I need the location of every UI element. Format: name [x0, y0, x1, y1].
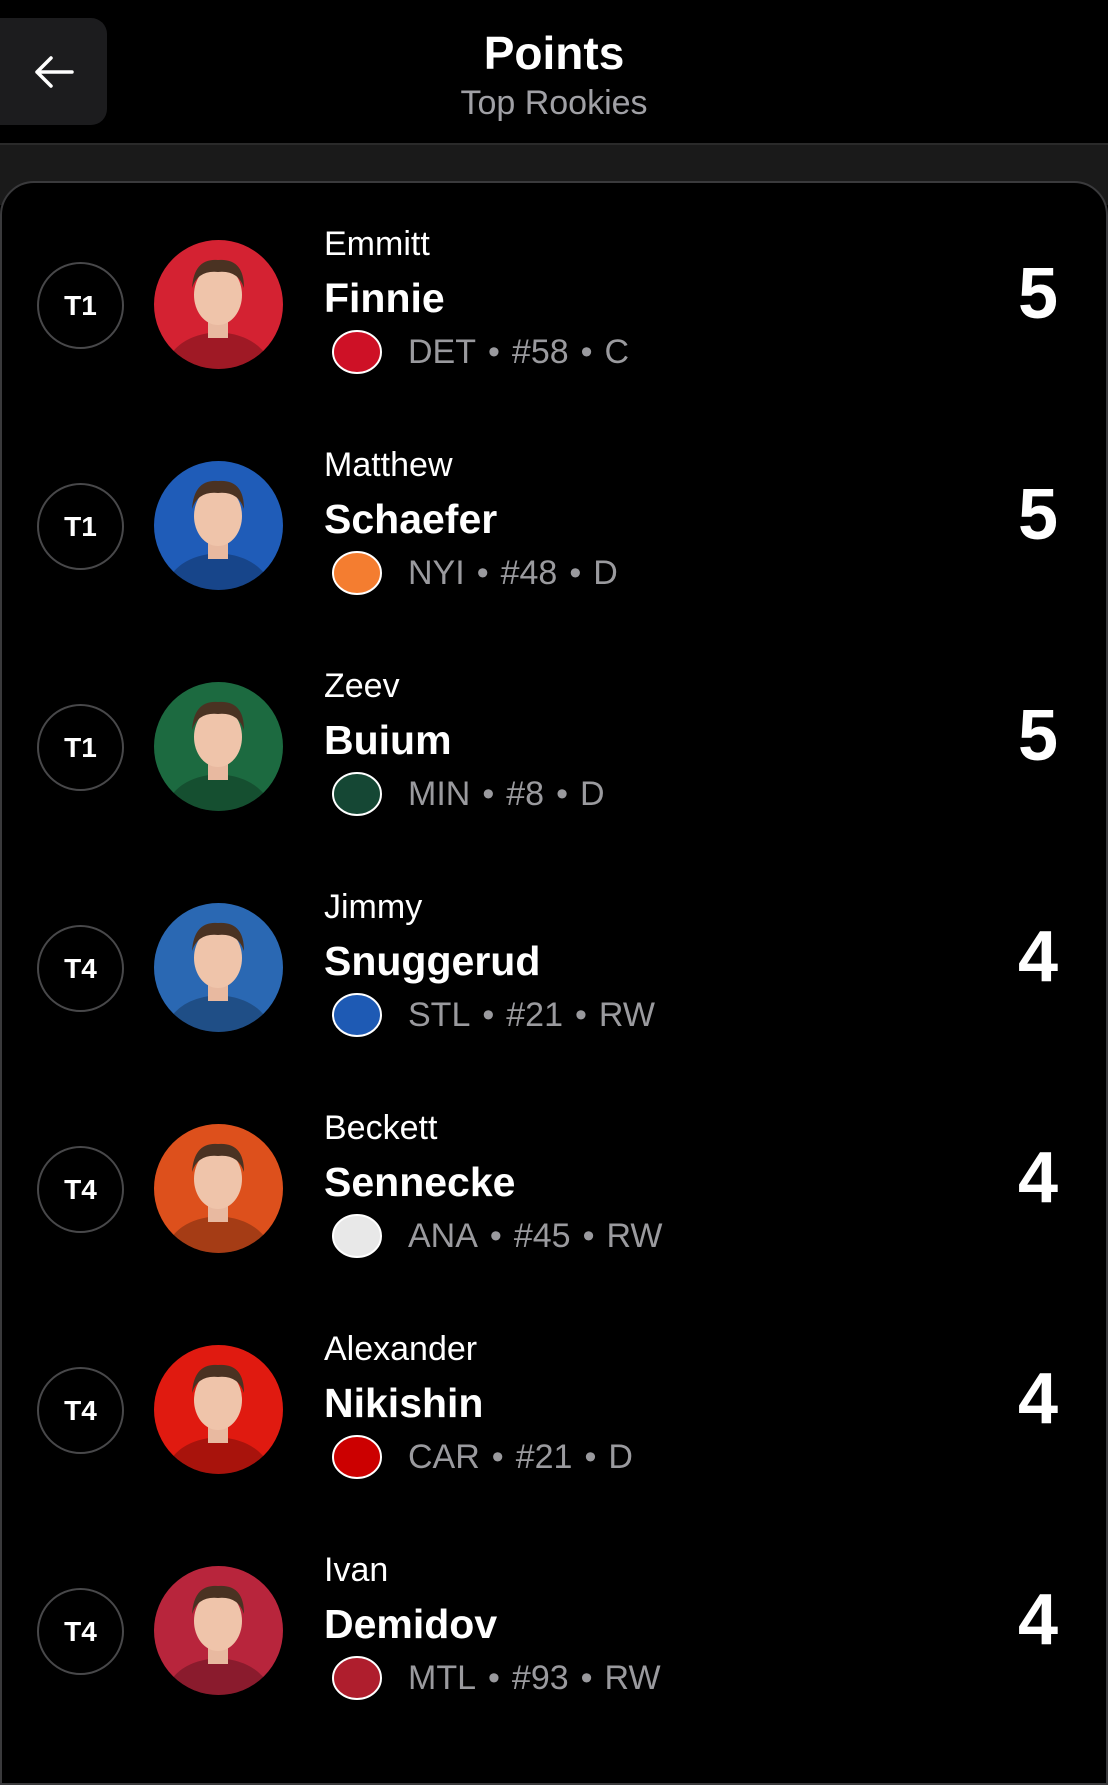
- player-last-name: Snuggerud: [324, 938, 541, 984]
- separator: •: [575, 995, 587, 1034]
- team-abbr: CAR: [408, 1437, 480, 1476]
- points-value: 4: [1017, 1580, 1058, 1660]
- player-last-name: Schaefer: [324, 496, 498, 542]
- rank-badge: T1: [37, 262, 124, 349]
- player-position: C: [604, 332, 630, 371]
- player-meta: CAR • #21 • D: [324, 1432, 633, 1482]
- player-position: D: [593, 553, 618, 592]
- team-abbr: NYI: [408, 553, 465, 592]
- team-abbr: STL: [408, 995, 471, 1034]
- team-abbr: MIN: [408, 774, 471, 813]
- points-value: 4: [1017, 1359, 1058, 1439]
- team-logo-icon: [324, 990, 390, 1040]
- separator: •: [580, 1658, 593, 1697]
- separator: •: [482, 995, 495, 1034]
- jersey-number: #8: [506, 774, 545, 813]
- jersey-number: #21: [515, 1437, 573, 1476]
- back-button[interactable]: [0, 18, 107, 125]
- jersey-number: #21: [506, 995, 563, 1034]
- player-last-name: Nikishin: [324, 1380, 484, 1426]
- separator: •: [584, 1437, 597, 1476]
- avatar: [154, 240, 283, 369]
- points-value: 5: [1017, 475, 1058, 555]
- player-position: D: [608, 1437, 633, 1476]
- player-meta: ANA • #45 • RW: [324, 1211, 663, 1261]
- header: Points Top Rookies: [0, 0, 1108, 145]
- rank-badge: T4: [37, 1588, 124, 1675]
- team-logo-icon: [324, 548, 390, 598]
- points-value: 4: [1017, 917, 1058, 997]
- team-logo-icon: [324, 327, 390, 377]
- avatar: [154, 1566, 283, 1695]
- avatar: [154, 903, 283, 1032]
- player-first-name: Jimmy: [324, 888, 423, 926]
- player-row[interactable]: T1 Matthew Schaefer NYI • #48 • D 5: [0, 416, 1108, 637]
- separator: •: [482, 774, 495, 813]
- points-value: 5: [1017, 696, 1058, 776]
- player-meta: MTL • #93 • RW: [324, 1653, 661, 1703]
- player-last-name: Buium: [324, 717, 452, 763]
- player-meta: MIN • #8 • D: [324, 769, 605, 819]
- separator: •: [488, 332, 500, 371]
- player-row[interactable]: T4 Jimmy Snuggerud STL • #21 • RW 4: [0, 858, 1108, 1079]
- page-title: Points: [483, 27, 625, 79]
- team-abbr: DET: [408, 332, 476, 371]
- player-position: D: [579, 774, 605, 813]
- separator: •: [569, 553, 582, 592]
- avatar: [154, 1124, 283, 1253]
- separator: •: [476, 553, 489, 592]
- arrow-left-icon: [34, 55, 74, 88]
- avatar: [154, 682, 283, 811]
- separator: •: [491, 1437, 504, 1476]
- player-last-name: Finnie: [324, 275, 445, 321]
- player-last-name: Sennecke: [324, 1159, 516, 1205]
- player-last-name: Demidov: [324, 1601, 498, 1647]
- rank-badge: T4: [37, 925, 124, 1012]
- team-logo-icon: [324, 1432, 390, 1482]
- avatar: [154, 461, 283, 590]
- team-logo-icon: [324, 1211, 390, 1261]
- points-value: 5: [1017, 254, 1058, 334]
- rank-badge: T4: [37, 1146, 124, 1233]
- separator: •: [489, 1216, 502, 1255]
- rank-badge: T1: [37, 483, 124, 570]
- separator: •: [580, 332, 593, 371]
- points-value: 4: [1017, 1138, 1058, 1218]
- separator: •: [556, 774, 568, 813]
- player-row[interactable]: T4 Ivan Demidov MTL • #93 • RW 4: [0, 1521, 1108, 1742]
- avatar: [154, 1345, 283, 1474]
- team-abbr: ANA: [408, 1216, 478, 1255]
- player-row[interactable]: T1 Zeev Buium MIN • #8 • D 5: [0, 637, 1108, 858]
- player-first-name: Ivan: [324, 1551, 389, 1589]
- player-position: RW: [606, 1216, 663, 1255]
- player-first-name: Zeev: [324, 667, 400, 705]
- player-row[interactable]: T4 Alexander Nikishin CAR • #21 • D 4: [0, 1300, 1108, 1521]
- player-meta: NYI • #48 • D: [324, 548, 618, 598]
- page-subtitle: Top Rookies: [460, 84, 648, 122]
- team-abbr: MTL: [408, 1658, 476, 1697]
- jersey-number: #58: [511, 332, 569, 371]
- player-first-name: Alexander: [324, 1330, 478, 1368]
- player-position: RW: [598, 995, 655, 1034]
- player-position: RW: [604, 1658, 661, 1697]
- player-first-name: Matthew: [324, 446, 453, 484]
- player-meta: DET • #58 • C: [324, 327, 629, 377]
- player-row[interactable]: T4 Beckett Sennecke ANA • #45 • RW 4: [0, 1079, 1108, 1300]
- rank-badge: T1: [37, 704, 124, 791]
- team-logo-icon: [324, 1653, 390, 1703]
- team-logo-icon: [324, 769, 390, 819]
- jersey-number: #93: [511, 1658, 569, 1697]
- rank-badge: T4: [37, 1367, 124, 1454]
- player-meta: STL • #21 • RW: [324, 990, 655, 1040]
- separator: •: [582, 1216, 595, 1255]
- separator: •: [488, 1658, 500, 1697]
- jersey-number: #48: [500, 553, 558, 592]
- player-row[interactable]: T1 Emmitt Finnie DET • #58 • C 5: [0, 195, 1108, 416]
- player-first-name: Beckett: [324, 1109, 438, 1147]
- player-first-name: Emmitt: [324, 225, 430, 263]
- jersey-number: #45: [513, 1216, 571, 1255]
